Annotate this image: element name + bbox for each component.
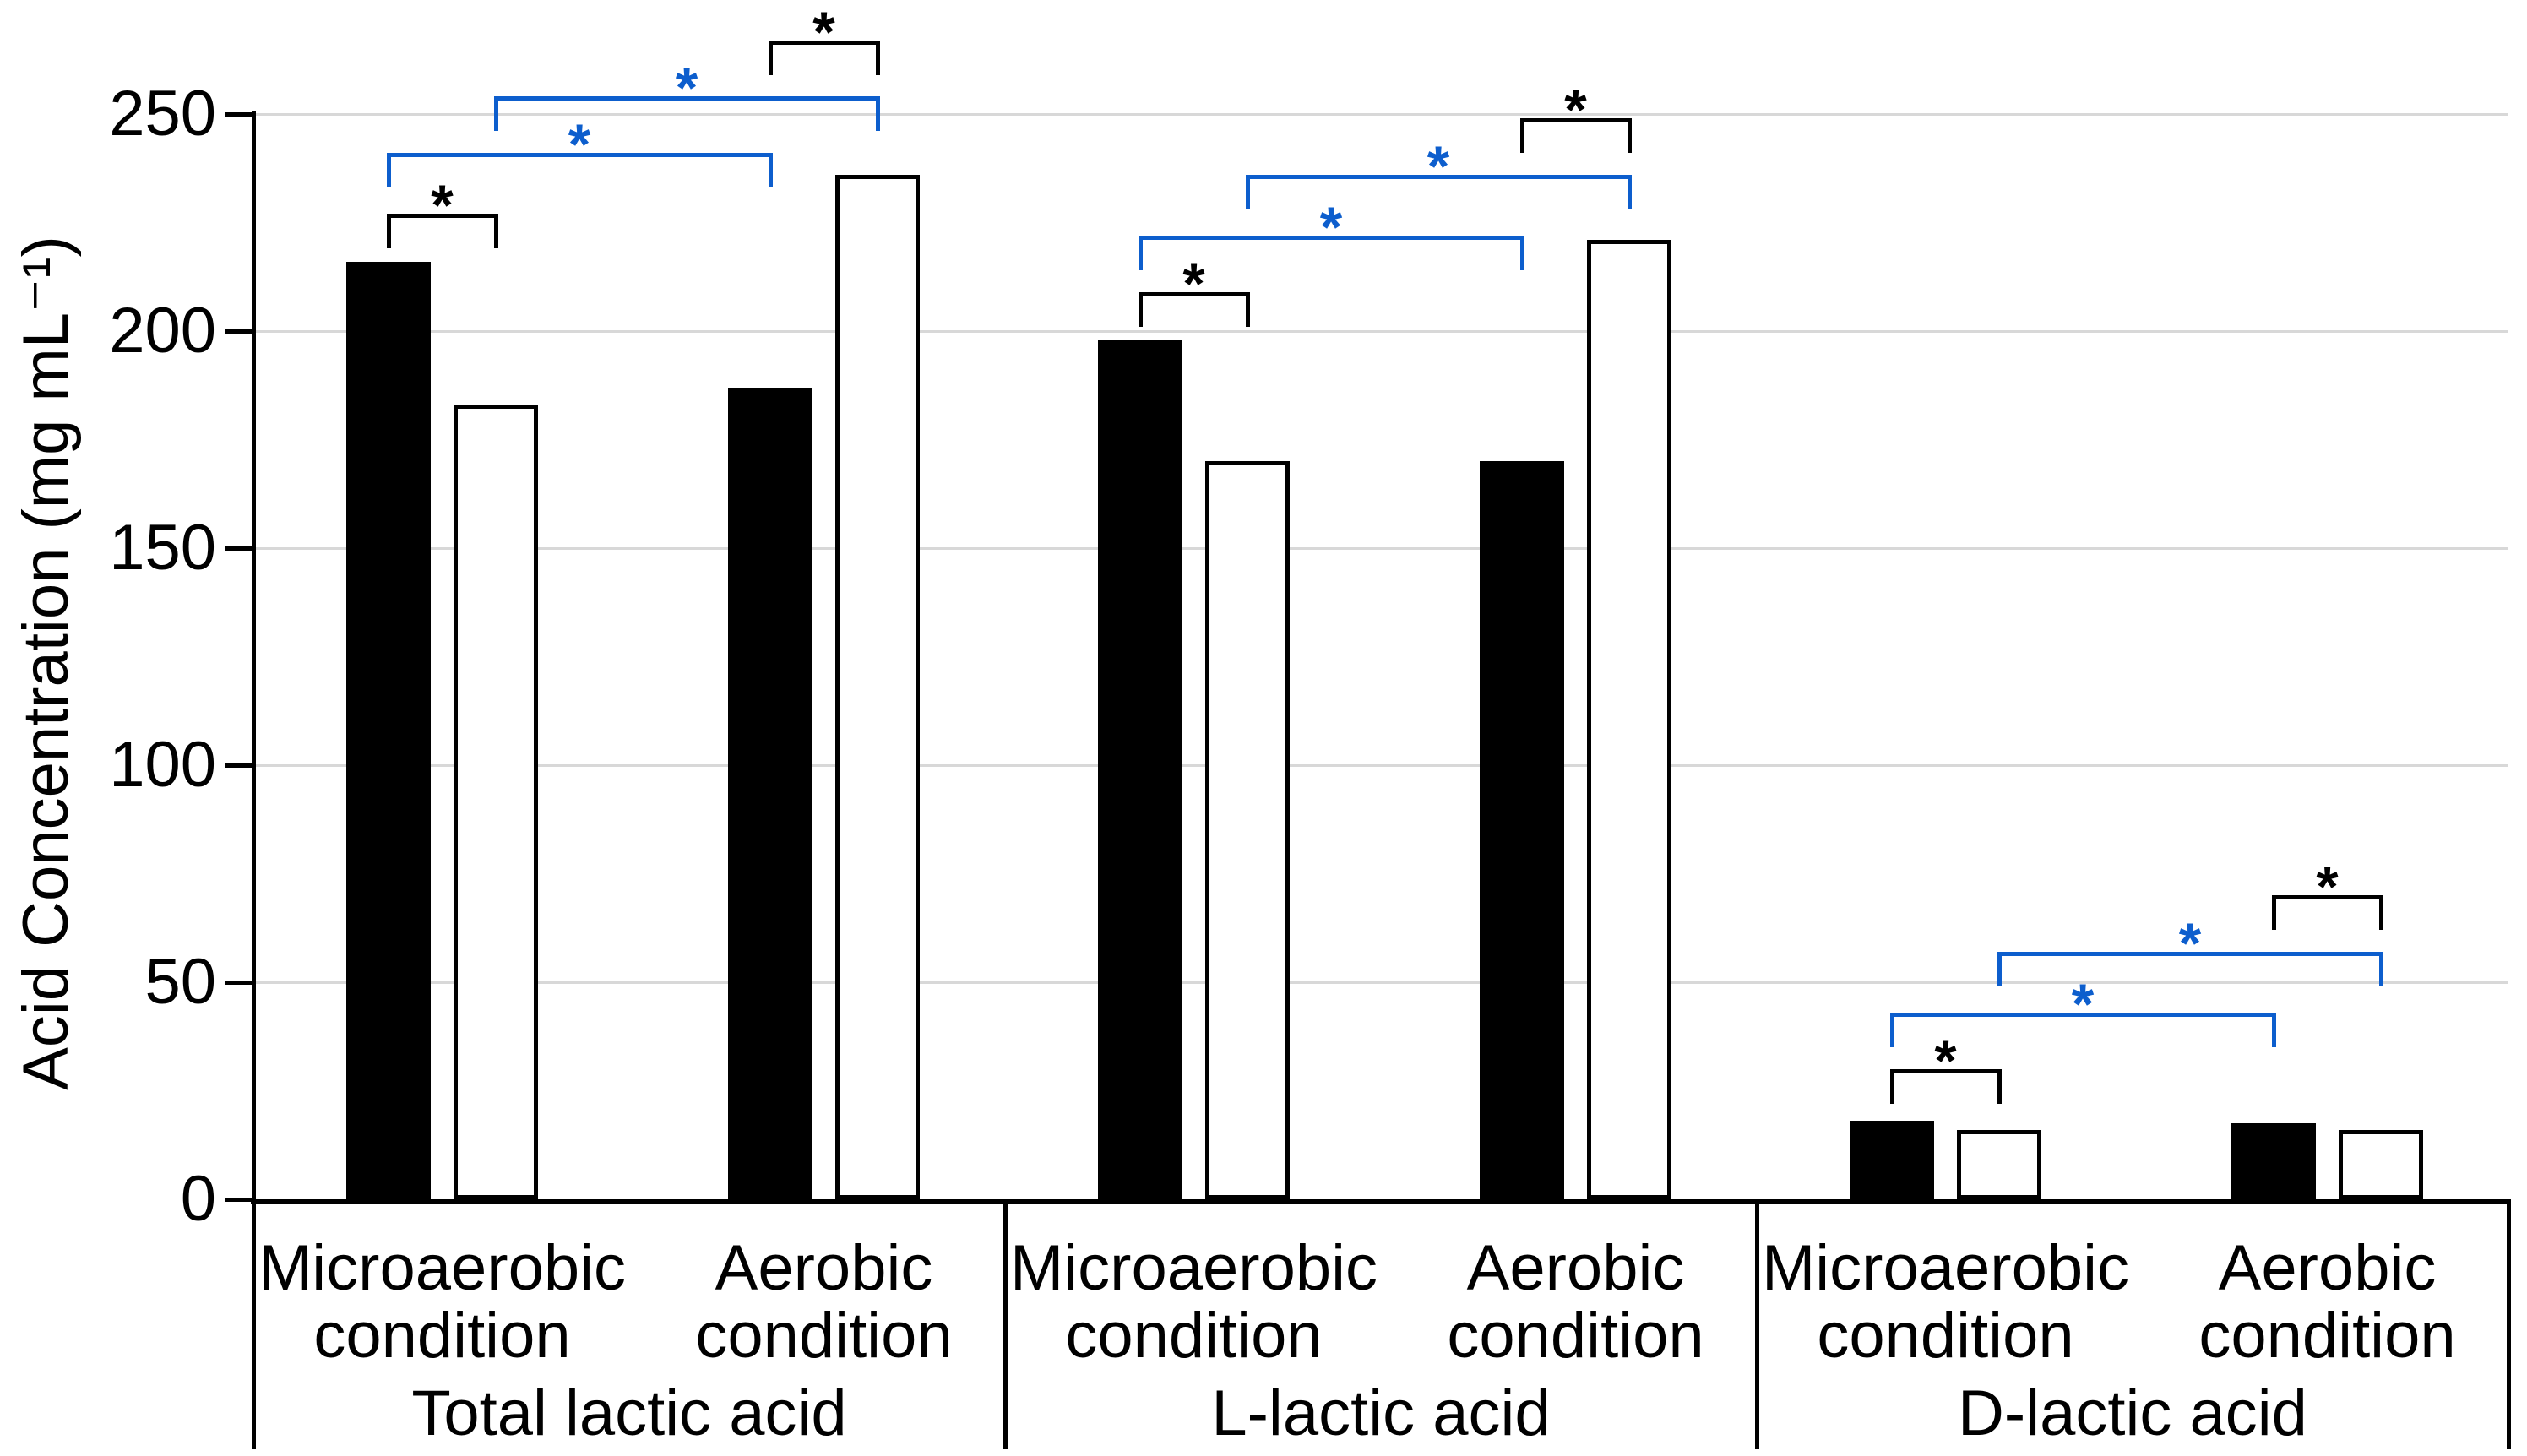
gridline xyxy=(253,329,2508,333)
gridline xyxy=(253,112,2508,116)
significance-bracket xyxy=(1245,174,1632,209)
condition-label: Microaerobic condition xyxy=(1761,1232,2130,1372)
bar-open xyxy=(835,174,920,1199)
bar-filled xyxy=(1850,1121,1934,1199)
significance-bracket xyxy=(493,96,880,132)
significance-asterisk: * xyxy=(812,0,835,64)
significance-asterisk: * xyxy=(1564,78,1587,143)
significance-asterisk: * xyxy=(1427,133,1450,198)
significance-bracket xyxy=(1138,235,1524,270)
condition-label: Aerobic condition xyxy=(2198,1232,2456,1372)
bar-open xyxy=(1205,461,1290,1199)
y-axis-tick xyxy=(225,111,253,117)
y-tick-label: 100 xyxy=(109,729,216,801)
condition-label: Aerobic condition xyxy=(695,1232,953,1372)
bar-filled xyxy=(1480,461,1564,1199)
bar-filled xyxy=(346,261,431,1199)
significance-asterisk: * xyxy=(2071,971,2095,1036)
y-axis-tick xyxy=(225,546,253,551)
significance-asterisk: * xyxy=(431,173,454,238)
condition-label: Microaerobic condition xyxy=(258,1232,627,1372)
bar-open xyxy=(1587,240,1671,1199)
gridline xyxy=(253,546,2508,550)
bar-open xyxy=(454,405,538,1199)
y-tick-label: 50 xyxy=(144,946,216,1018)
significance-bracket xyxy=(1889,1068,2002,1104)
significance-bracket xyxy=(1519,118,1632,154)
y-axis-line xyxy=(251,111,256,1199)
y-axis-tick xyxy=(225,980,253,985)
significance-bracket xyxy=(1138,291,1250,327)
group-label: Total lactic acid xyxy=(411,1377,847,1449)
group-divider xyxy=(1003,1199,1008,1449)
y-tick-label: 250 xyxy=(109,78,216,149)
bar-open xyxy=(2339,1129,2423,1199)
group-divider xyxy=(251,1199,256,1449)
significance-asterisk: * xyxy=(2178,911,2202,976)
significance-bracket xyxy=(768,40,880,75)
condition-label: Aerobic condition xyxy=(1447,1232,1704,1372)
group-label: L-lactic acid xyxy=(1211,1377,1551,1449)
bar-filled xyxy=(1098,340,1182,1199)
group-divider xyxy=(2506,1199,2511,1449)
y-axis-tick xyxy=(225,763,253,768)
group-label: D-lactic acid xyxy=(1958,1377,2307,1449)
significance-bracket xyxy=(1889,1012,2276,1047)
significance-asterisk: * xyxy=(1934,1028,1957,1093)
group-divider xyxy=(1754,1199,1759,1449)
significance-asterisk: * xyxy=(1182,251,1205,316)
significance-bracket xyxy=(2271,895,2383,931)
significance-bracket xyxy=(1997,952,2383,987)
significance-asterisk: * xyxy=(1319,194,1343,259)
condition-label: Microaerobic condition xyxy=(1009,1232,1378,1372)
significance-bracket xyxy=(386,214,498,249)
significance-bracket xyxy=(386,153,773,188)
y-tick-label: 150 xyxy=(109,512,216,584)
significance-asterisk: * xyxy=(2316,855,2339,920)
y-tick-label: 200 xyxy=(109,295,216,367)
y-axis-tick xyxy=(225,1197,253,1202)
gridline xyxy=(253,763,2508,767)
significance-asterisk: * xyxy=(568,112,591,177)
gridline xyxy=(253,981,2508,984)
significance-asterisk: * xyxy=(675,56,698,121)
x-axis-baseline xyxy=(251,1199,2511,1204)
bar-filled xyxy=(728,387,812,1199)
y-axis-tick xyxy=(225,329,253,334)
bar-filled xyxy=(2231,1123,2316,1199)
y-tick-label: 0 xyxy=(180,1163,216,1235)
bar-open xyxy=(1957,1129,2041,1199)
